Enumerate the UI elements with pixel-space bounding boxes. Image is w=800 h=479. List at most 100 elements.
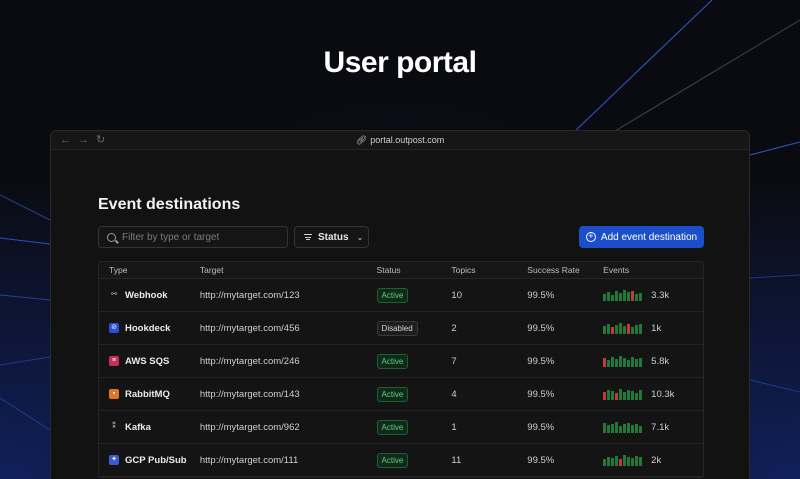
table-body: ⚯ Webhook http://mytarget.com/123 Active… [99,279,703,477]
header-target[interactable]: Target [199,265,224,275]
sparkline-bar [639,389,643,400]
cell-topics: 10 [451,289,462,301]
cell-events: 5.8k [603,355,703,367]
url-text: portal.outpost.com [370,135,445,145]
events-sparkline [603,454,643,466]
table-row[interactable]: ⊘ Hookdeck http://mytarget.com/456 Disab… [99,312,703,345]
header-topics[interactable]: Topics [451,265,476,275]
add-button-label: Add event destination [600,231,698,243]
cell-events: 7.1k [603,421,703,433]
cell-status: Disabled [376,320,452,336]
cell-type: ✦ GCP Pub/Sub [99,455,200,466]
cell-type: ⊘ Hookdeck [99,323,200,334]
cell-success-rate: 99.5% [527,454,555,466]
cell-status: Active [376,353,452,369]
sparkline-bar [611,423,615,433]
sparkline-bar [631,390,635,400]
sparkline-bar [627,422,631,433]
sparkline-bar [623,289,627,301]
header-success-rate[interactable]: Success Rate [527,265,580,275]
cell-topics: 1 [451,421,457,433]
status-badge: Active [376,353,409,369]
type-name: Kafka [125,421,151,433]
add-event-destination-button[interactable]: + Add event destination [579,226,704,248]
events-sparkline [603,421,643,433]
sparkline-bar [627,323,631,334]
sparkline-bar [635,324,639,334]
address-bar[interactable]: 🔗︎ portal.outpost.com [51,134,749,146]
cell-status: Active [376,287,452,303]
events-count: 1k [651,322,662,334]
table-header: Type Target Status Topics Success Rate E… [99,262,703,279]
sparkline-bar [607,424,611,433]
aws-sqs-icon: ≡ [109,356,119,366]
sparkline-bar [611,390,615,400]
status-badge: Active [376,452,409,468]
cell-success-rate: 99.5% [527,355,555,367]
cell-type: ⚯ Webhook [99,290,200,301]
sparkline-bar [635,358,639,367]
status-filter-button[interactable]: Status ⌄ [294,226,369,248]
table-row[interactable]: ⚯ Webhook http://mytarget.com/123 Active… [99,279,703,312]
page-content: Event destinations Status ⌄ + Add event … [98,196,704,478]
sparkline-bar [603,293,607,301]
sparkline-bar [619,458,623,466]
search-box [98,226,288,248]
cell-type: ⁑ Kafka [99,422,200,433]
kafka-icon: ⁑ [112,423,116,430]
events-count: 10.3k [651,388,675,400]
cell-target: http://mytarget.com/143 [199,388,300,400]
cell-topics: 4 [451,388,457,400]
sparkline-bar [635,423,639,433]
sparkline-bar [631,356,635,367]
status-badge: Active [376,419,409,435]
back-arrow-icon[interactable]: ← [60,134,71,146]
sparkline-bar [615,290,619,301]
header-events[interactable]: Events [603,265,630,275]
sparkline-bar [623,454,627,466]
cell-topics: 2 [451,322,457,334]
browser-window: ← → ↻ 🔗︎ portal.outpost.com Event destina… [50,130,750,479]
sparkline-bar [619,292,623,301]
events-sparkline [603,289,643,301]
type-name: GCP Pub/Sub [125,454,187,466]
cell-events: 2k [603,454,703,466]
search-input[interactable] [122,231,272,243]
header-type[interactable]: Type [109,265,128,275]
sparkline-bar [631,424,635,433]
cell-status: Active [376,452,452,468]
page-title: Event destinations [98,196,241,213]
table-row[interactable]: ✦ GCP Pub/Sub http://mytarget.com/111 Ac… [99,444,703,477]
sparkline-bar [611,294,615,301]
rabbitmq-icon: ▪ [109,389,119,399]
forward-arrow-icon[interactable]: → [78,134,89,146]
sparkline-bar [623,325,627,334]
status-badge: Disabled [376,320,418,336]
table-row[interactable]: ≡ AWS SQS http://mytarget.com/246 Active… [99,345,703,378]
events-sparkline [603,388,643,400]
cell-success-rate: 99.5% [527,289,555,301]
header-status[interactable]: Status [376,265,401,275]
gcp-pubsub-icon: ✦ [109,455,119,465]
events-count: 5.8k [651,355,670,367]
sparkline-bar [603,458,607,466]
sparkline-bar [623,423,627,433]
destinations-table: Type Target Status Topics Success Rate E… [98,261,704,478]
cell-status: Active [376,386,452,402]
cell-events: 10.3k [603,388,703,400]
sparkline-bar [635,455,639,466]
chevron-down-icon: ⌄ [356,232,364,242]
sparkline-bar [639,357,643,367]
sparkline-bar [611,326,615,334]
sparkline-bar [615,324,619,334]
cell-target: http://mytarget.com/456 [199,322,300,334]
plus-circle-icon: + [585,232,596,242]
sparkline-bar [611,356,615,367]
sparkline-bar [619,355,623,367]
table-row[interactable]: ⁑ Kafka http://mytarget.com/962 Active 1… [99,411,703,444]
cell-success-rate: 99.5% [527,421,555,433]
reload-icon[interactable]: ↻ [96,134,106,146]
sparkline-bar [623,391,627,400]
table-row[interactable]: ▪ RabbitMQ http://mytarget.com/143 Activ… [99,378,703,411]
